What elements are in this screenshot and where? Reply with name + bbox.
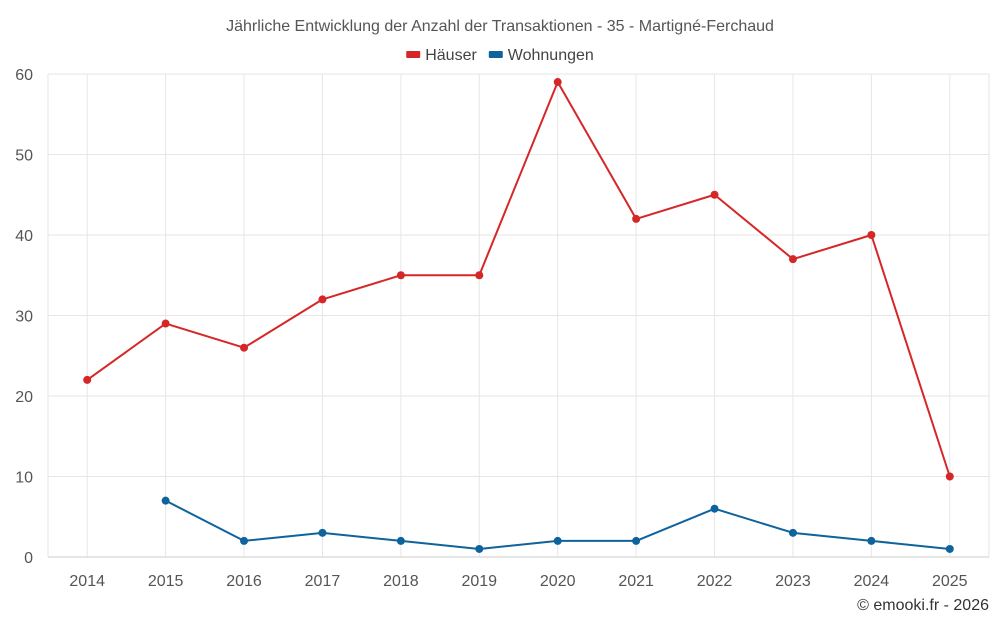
chart-title: Jährliche Entwicklung der Anzahl der Tra… [226, 18, 774, 35]
x-tick-label: 2021 [618, 573, 654, 590]
y-tick-label: 10 [15, 470, 33, 487]
data-point[interactable] [710, 190, 719, 199]
data-point[interactable] [475, 544, 484, 553]
series-line [86, 81, 951, 477]
x-tick-label: 2025 [932, 573, 968, 590]
data-point[interactable] [945, 472, 954, 481]
axes: 0 10 20 30 40 50 60 2014 2015 2016 2017 2018 2019 202… [15, 67, 989, 590]
legend-item[interactable]: Wohnungen [488, 47, 594, 64]
legend-label: Häuser [425, 47, 477, 64]
x-tick-label: 2015 [148, 573, 184, 590]
legend-item[interactable]: Häuser [406, 47, 477, 64]
credit-text: © emooki.fr - 2026 [857, 597, 989, 614]
x-tick-label: 2019 [461, 573, 497, 590]
x-tick-label: 2020 [540, 573, 576, 590]
legend-label: Wohnungen [508, 47, 594, 64]
x-tick-label: 2014 [69, 573, 105, 590]
series-1 [161, 496, 954, 553]
data-point[interactable] [475, 271, 484, 280]
data-point[interactable] [161, 319, 170, 328]
data-point[interactable] [945, 544, 954, 553]
y-tick-label: 0 [24, 550, 33, 567]
y-tick-label: 60 [15, 67, 33, 84]
data-point[interactable] [788, 255, 797, 264]
legend-swatch [406, 51, 421, 58]
y-tick-label: 50 [15, 148, 33, 165]
data-point[interactable] [632, 536, 641, 545]
y-tick-label: 20 [15, 389, 33, 406]
data-point[interactable] [867, 536, 876, 545]
x-tick-label: 2024 [854, 573, 890, 590]
y-tick-label: 40 [15, 228, 33, 245]
data-point[interactable] [867, 231, 876, 239]
legend: Häuser Wohnungen [406, 47, 594, 64]
data-point[interactable] [318, 528, 327, 537]
data-point[interactable] [240, 536, 249, 545]
data-point[interactable] [710, 504, 719, 513]
data-point[interactable] [553, 78, 562, 87]
series-0 [83, 78, 954, 481]
data-point[interactable] [632, 214, 641, 223]
data-point[interactable] [240, 343, 249, 352]
data-point[interactable] [788, 528, 797, 537]
x-tick-label: 2017 [305, 573, 341, 590]
data-point[interactable] [318, 295, 327, 304]
x-tick-label: 2022 [697, 573, 733, 590]
data-point[interactable] [553, 536, 562, 545]
series-layer [83, 78, 954, 553]
y-tick-label: 30 [15, 309, 33, 326]
grid [47, 73, 990, 557]
legend-swatch [488, 51, 503, 58]
data-point[interactable] [83, 375, 92, 384]
x-tick-label: 2018 [383, 573, 419, 590]
data-point[interactable] [396, 536, 405, 545]
data-point[interactable] [396, 271, 405, 280]
x-tick-label: 2016 [226, 573, 262, 590]
data-point[interactable] [161, 496, 170, 505]
x-tick-label: 2023 [775, 573, 811, 590]
